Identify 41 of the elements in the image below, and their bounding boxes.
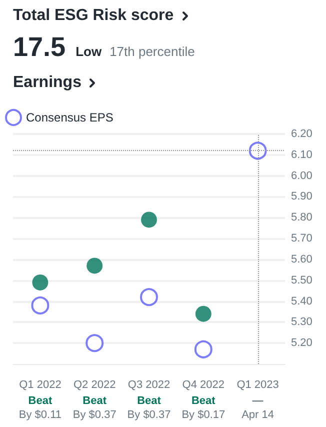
text: Beat (191, 395, 216, 407)
text: 17.5 (13, 32, 66, 63)
point (248, 142, 267, 160)
text: By $0.11 (18, 409, 62, 421)
point (141, 212, 157, 228)
legend-label: Consensus EPS (26, 110, 114, 124)
text: Beat (28, 395, 52, 407)
point (86, 258, 103, 274)
y-tick-label: 5.40 (291, 295, 312, 308)
chart-title: Total ESG Risk score (13, 7, 174, 25)
text: Low (76, 44, 102, 59)
chart-subtitle: Earnings (13, 74, 82, 92)
y-tick-label: 5.50 (291, 274, 312, 286)
point (195, 306, 212, 322)
text: 17th percentile (110, 44, 195, 59)
point (140, 288, 158, 306)
x-tick-label: Q1 2023 (236, 379, 279, 391)
y-tick-label: 5.90 (291, 190, 312, 203)
text: By $0.37 (72, 409, 116, 421)
text: By $0.37 (127, 409, 171, 421)
y-tick-label: 6.00 (291, 170, 312, 182)
text: Beat (82, 395, 107, 407)
y-tick-label: 5.20 (291, 337, 312, 350)
y-tick-label: 6.20 (291, 128, 312, 140)
x-tick-label: Q3 2022 (128, 379, 170, 391)
point (86, 334, 104, 352)
point (194, 340, 212, 358)
text: By $0.17 (182, 409, 226, 421)
y-tick-label: 5.70 (291, 232, 312, 245)
text: — (252, 395, 264, 407)
y-tick-label: 5.60 (291, 253, 312, 266)
point (32, 274, 48, 290)
x-tick-label: Q2 2022 (74, 379, 116, 391)
x-tick-label: Q4 2022 (182, 379, 224, 391)
point (31, 296, 50, 314)
x-tick-label: Q1 2022 (19, 379, 62, 391)
y-tick-label: 5.80 (291, 212, 312, 224)
text: Apr 14 (242, 409, 274, 421)
y-tick-label: 6.10 (291, 148, 312, 161)
y-tick-label: 5.30 (291, 316, 312, 328)
text: Beat (137, 395, 162, 407)
